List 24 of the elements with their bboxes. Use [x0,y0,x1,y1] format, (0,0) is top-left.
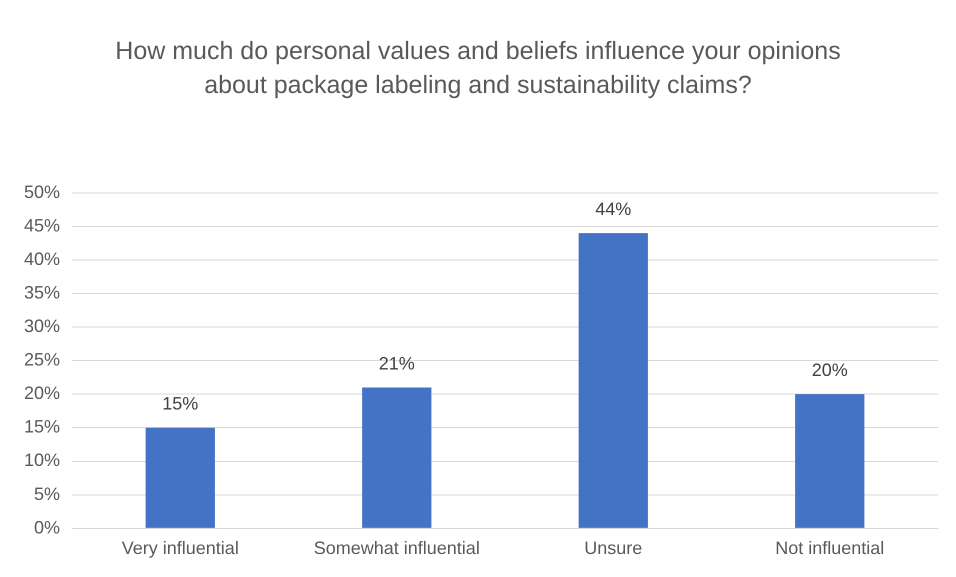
y-tick-label: 20% [24,383,60,404]
chart-title: How much do personal values and beliefs influence your opinions about package labeling and sustainability claims? [114,36,842,101]
y-tick-label: 25% [24,350,60,370]
y-tick-label: 10% [24,450,60,470]
x-tick-label: Very influential [122,538,239,558]
bar [362,387,432,528]
y-tick-label: 40% [24,248,60,269]
data-label: 15% [162,394,198,414]
y-tick-label: 35% [24,282,60,302]
y-tick-label: 45% [24,215,60,236]
x-tick-label: Unsure [584,538,642,558]
x-tick-label: Somewhat influential [314,538,480,558]
y-tick-label: 0% [34,517,60,538]
y-tick-label: 50% [24,182,60,202]
bar [795,394,864,528]
data-label: 20% [812,360,848,380]
x-tick-label: Not influential [775,538,884,558]
data-label: 21% [378,353,415,374]
y-tick-label: 15% [24,416,60,437]
bar [578,233,648,528]
y-tick-label: 5% [34,484,60,504]
bar [146,428,215,528]
data-label: 44% [595,199,632,220]
y-tick-label: 30% [24,316,60,336]
